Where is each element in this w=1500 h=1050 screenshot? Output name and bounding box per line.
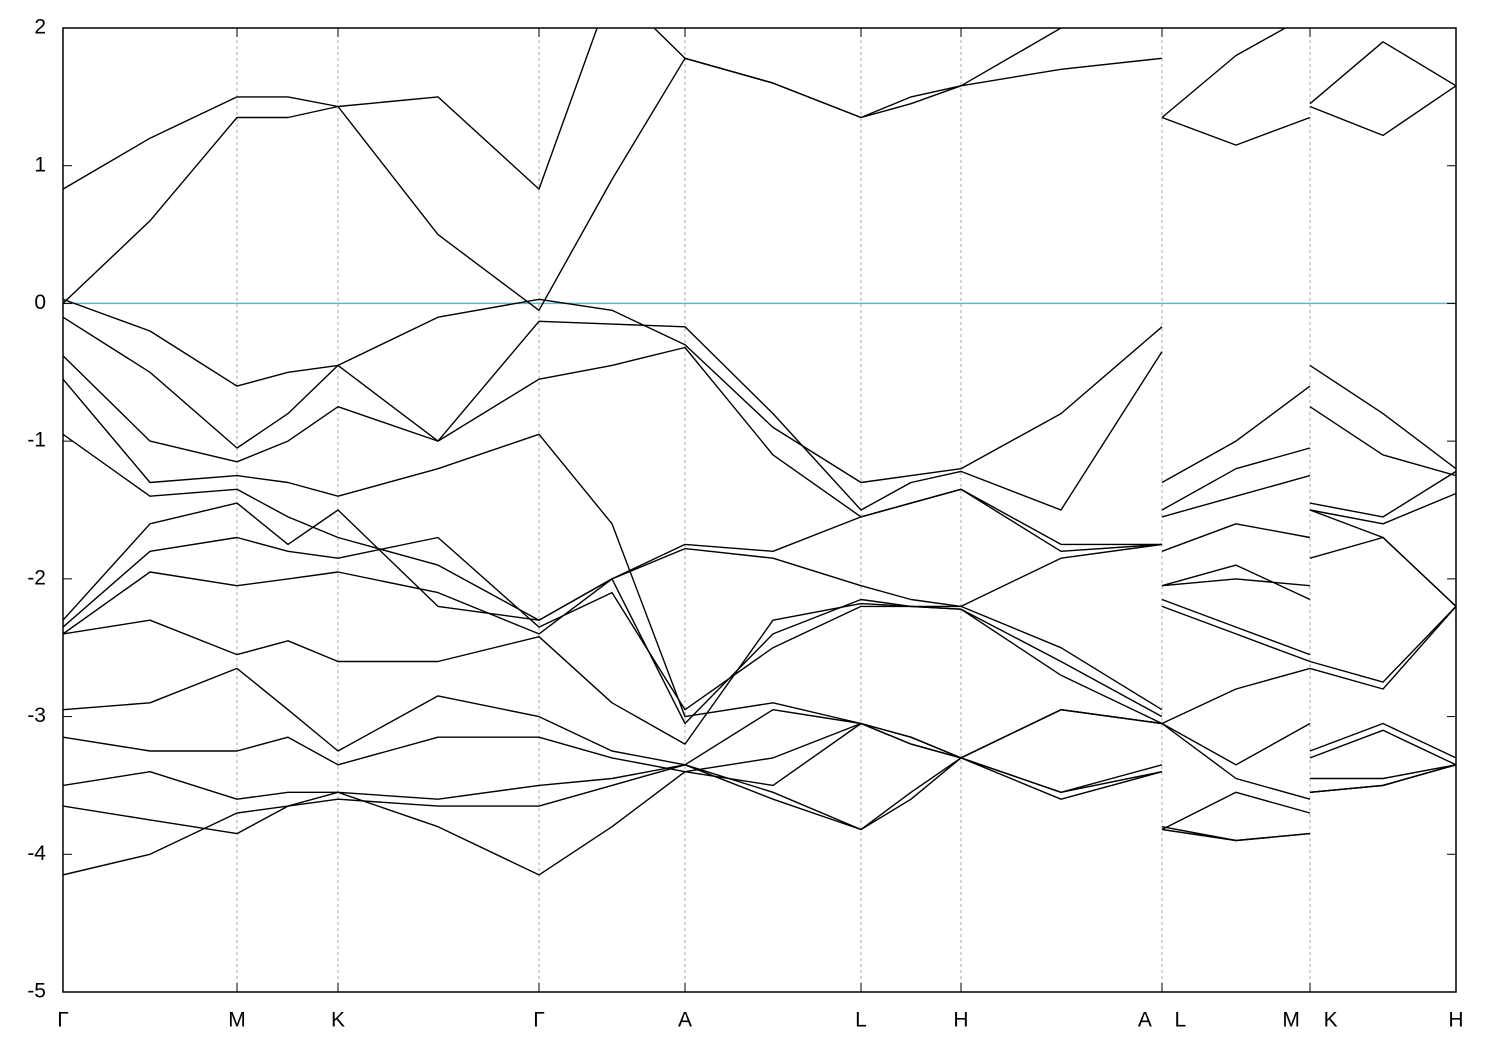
band-line — [63, 57, 1456, 311]
x-tick-label: M K — [1282, 1009, 1337, 1032]
y-tick-label: -2 — [27, 566, 46, 589]
x-tick-label: Γ — [57, 1009, 69, 1032]
band-line — [63, 378, 1456, 759]
y-tick-label: 1 — [34, 153, 46, 176]
band-line — [63, 536, 1456, 711]
x-tick-label: A — [678, 1009, 692, 1032]
plot-frame — [62, 27, 1457, 993]
bands — [63, 28, 1456, 876]
band-line — [63, 722, 1456, 876]
band-line — [63, 602, 1456, 766]
band-line — [63, 298, 1456, 484]
y-tick-label: -3 — [27, 704, 46, 727]
x-tick-label: H — [953, 1009, 968, 1032]
axes: -5 -4 -3 -2 -1 0 1 2 Γ M K Γ A L H A L M K H — [27, 16, 1463, 1032]
band-line — [63, 502, 1456, 621]
y-tick-label: -4 — [27, 842, 46, 865]
x-tick-label: M — [228, 1009, 246, 1032]
band-line — [63, 571, 1456, 725]
x-tick-label: K — [331, 1009, 345, 1032]
band-line — [63, 316, 1456, 511]
band-line — [63, 433, 1456, 621]
y-tick-label: 0 — [34, 291, 46, 314]
band-line — [63, 709, 1456, 876]
y-tick-label: -1 — [27, 429, 46, 452]
x-tick-label: H — [1448, 1009, 1463, 1032]
y-tick-label: -5 — [27, 980, 46, 1003]
y-tick-label: 2 — [34, 16, 46, 39]
band-line — [63, 667, 1456, 793]
x-tick-label: L — [855, 1009, 867, 1032]
grid — [62, 28, 1457, 992]
band-line — [63, 709, 1456, 831]
band-line — [63, 28, 1456, 190]
x-tick-label: Γ — [533, 1009, 545, 1032]
x-tick-label: A L — [1138, 1009, 1186, 1032]
